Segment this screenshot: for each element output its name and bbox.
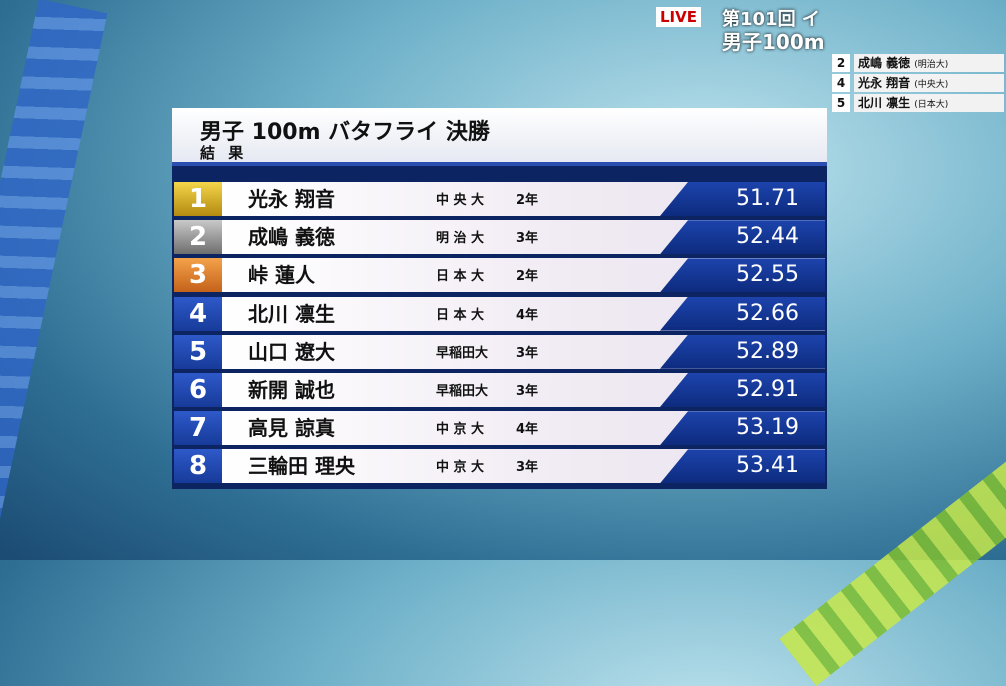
time: 52.89 xyxy=(660,334,825,369)
school: 日 本 大 xyxy=(436,269,485,285)
time: 53.19 xyxy=(660,411,825,446)
corner-row: 2 成嶋 義徳 (明治大) xyxy=(832,54,1004,72)
result-row: 7 高見 諒真 中 京 大 4年 53.19 xyxy=(174,411,825,446)
school: 日 本 大 xyxy=(436,307,485,323)
lane: 4 xyxy=(832,74,850,92)
school: (明治大) xyxy=(914,60,949,70)
grade: 3年 xyxy=(516,384,539,399)
swimmer: 成嶋 義徳 (明治大) xyxy=(854,54,1004,72)
time: 52.66 xyxy=(660,296,825,331)
result-row: 8 三輪田 理央 中 京 大 3年 53.41 xyxy=(174,449,825,484)
time: 53.41 xyxy=(660,449,825,484)
rank: 1 xyxy=(174,182,222,216)
rank: 8 xyxy=(174,449,222,484)
rank: 6 xyxy=(174,373,222,407)
rank: 2 xyxy=(174,220,222,255)
grade: 3年 xyxy=(516,345,539,361)
school: 早稲田大 xyxy=(436,345,489,361)
grade: 2年 xyxy=(516,269,539,285)
school: 早稲田大 xyxy=(436,384,489,399)
subtitle: 結 果 xyxy=(200,144,248,162)
swimmer-name: 新開 誠也 xyxy=(248,378,335,402)
event-line: 第101回 イ xyxy=(722,9,820,30)
result-row: 4 北川 凛生 日 本 大 4年 52.66 xyxy=(174,296,825,331)
school: 中 京 大 xyxy=(436,460,485,476)
grade: 4年 xyxy=(516,422,539,438)
rank: 4 xyxy=(174,296,222,331)
swimmer-name: 北川 凛生 xyxy=(248,301,335,326)
event-line: 男子100m xyxy=(722,30,825,54)
swimmer-name: 成嶋 義徳 xyxy=(858,56,911,70)
result-row: 1 光永 翔音 中 央 大 2年 51.71 xyxy=(174,182,825,216)
swimmer-name: 峠 蓮人 xyxy=(248,263,315,288)
swimmer-name: 北川 凛生 xyxy=(858,96,911,110)
result-row: 6 新開 誠也 早稲田大 3年 52.91 xyxy=(174,373,825,407)
school: 中 央 大 xyxy=(436,193,485,208)
school: (中央大) xyxy=(914,80,949,90)
swimmer-name: 光永 翔音 xyxy=(248,187,335,211)
swimmer: 光永 翔音 (中央大) xyxy=(854,74,1004,92)
school: (日本大) xyxy=(914,100,949,110)
rank: 7 xyxy=(174,411,222,446)
time: 52.91 xyxy=(660,373,825,407)
lane-rope xyxy=(0,0,108,562)
school: 明 治 大 xyxy=(436,231,485,247)
swimmer-name: 山口 遼大 xyxy=(248,339,335,364)
lane: 5 xyxy=(832,94,850,112)
swimmer: 北川 凛生 (日本大) xyxy=(854,94,1004,112)
swimmer-name: 三輪田 理央 xyxy=(248,454,355,479)
time: 52.55 xyxy=(660,258,825,293)
rank: 3 xyxy=(174,258,222,293)
swimmer-name: 高見 諒真 xyxy=(248,416,335,441)
grade: 2年 xyxy=(516,193,539,208)
corner-row: 4 光永 翔音 (中央大) xyxy=(832,74,1004,92)
result-row: 3 峠 蓮人 日 本 大 2年 52.55 xyxy=(174,258,825,293)
results-header: 男子 100m バタフライ 決勝 結 果 xyxy=(172,108,827,166)
title: 男子 100m バタフライ 決勝 xyxy=(200,120,490,145)
grade: 4年 xyxy=(516,307,539,323)
live-badge: LIVE xyxy=(656,7,701,27)
grade: 3年 xyxy=(516,460,539,476)
time: 51.71 xyxy=(660,182,825,216)
grade: 3年 xyxy=(516,231,539,247)
result-row: 5 山口 遼大 早稲田大 3年 52.89 xyxy=(174,334,825,369)
school: 中 京 大 xyxy=(436,422,485,438)
rank: 5 xyxy=(174,334,222,369)
result-row: 2 成嶋 義徳 明 治 大 3年 52.44 xyxy=(174,220,825,255)
corner-row: 5 北川 凛生 (日本大) xyxy=(832,94,1004,112)
swimmer-name: 光永 翔音 xyxy=(858,76,911,90)
swimmer-name: 成嶋 義徳 xyxy=(248,225,335,250)
time: 52.44 xyxy=(660,220,825,255)
lane: 2 xyxy=(832,54,850,72)
